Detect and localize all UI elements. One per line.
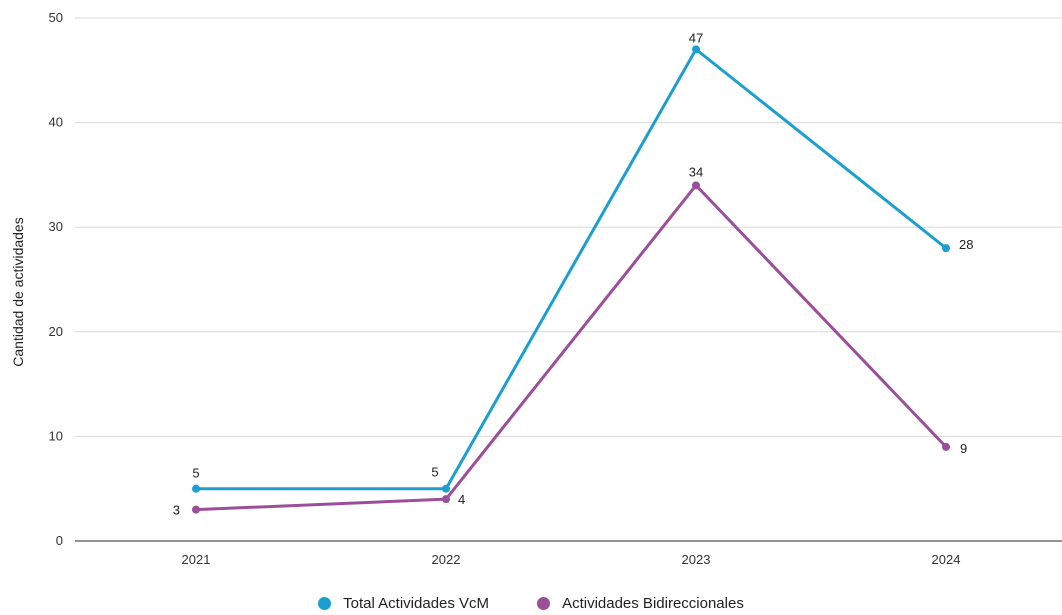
data-label: 28 [959,237,973,252]
y-axis-ticks: 0 10 20 30 40 50 [49,10,63,548]
y-tick-label: 50 [49,10,63,25]
y-tick-label: 10 [49,428,63,443]
data-point[interactable] [942,244,950,253]
legend-marker-bidireccionales [537,597,551,610]
y-tick-label: 40 [49,115,63,130]
data-point[interactable] [942,442,950,451]
series-lines [192,45,950,514]
x-tick-label: 2023 [682,552,711,567]
data-point[interactable] [192,505,200,514]
legend: Total Actividades VcM Actividades Bidire… [0,595,1062,612]
data-point[interactable] [692,45,700,54]
data-point[interactable] [442,495,450,504]
data-label: 34 [689,164,703,179]
y-tick-label: 20 [49,324,63,339]
data-label: 9 [960,441,967,456]
x-tick-label: 2021 [182,552,211,567]
legend-item-total[interactable]: Total Actividades VcM [318,595,489,612]
data-label: 47 [689,30,703,45]
data-point[interactable] [692,181,700,190]
line-chart: 0 10 20 30 40 50 2021 2022 2023 2024 Cantidad de… [10,10,1062,567]
data-label: 5 [431,465,438,480]
data-label: 4 [458,492,465,507]
data-label: 5 [192,466,199,481]
legend-marker-total [318,597,332,610]
series-line-bidireccionales [194,183,948,512]
grid-lines [75,17,1062,542]
data-label: 3 [173,503,180,518]
y-tick-label: 0 [56,533,63,548]
y-axis-title: Cantidad de actividades [10,217,26,366]
series-line-total [194,47,948,491]
y-tick-label: 30 [49,219,63,234]
data-point[interactable] [192,484,200,493]
data-point[interactable] [442,484,450,493]
x-tick-label: 2024 [932,552,961,567]
x-axis-ticks: 2021 2022 2023 2024 [182,552,961,567]
legend-label-total: Total Actividades VcM [343,595,490,612]
legend-label-bidireccionales: Actividades Bidireccionales [562,595,744,612]
x-tick-label: 2022 [432,552,461,567]
legend-item-bidireccionales[interactable]: Actividades Bidireccionales [537,595,744,612]
